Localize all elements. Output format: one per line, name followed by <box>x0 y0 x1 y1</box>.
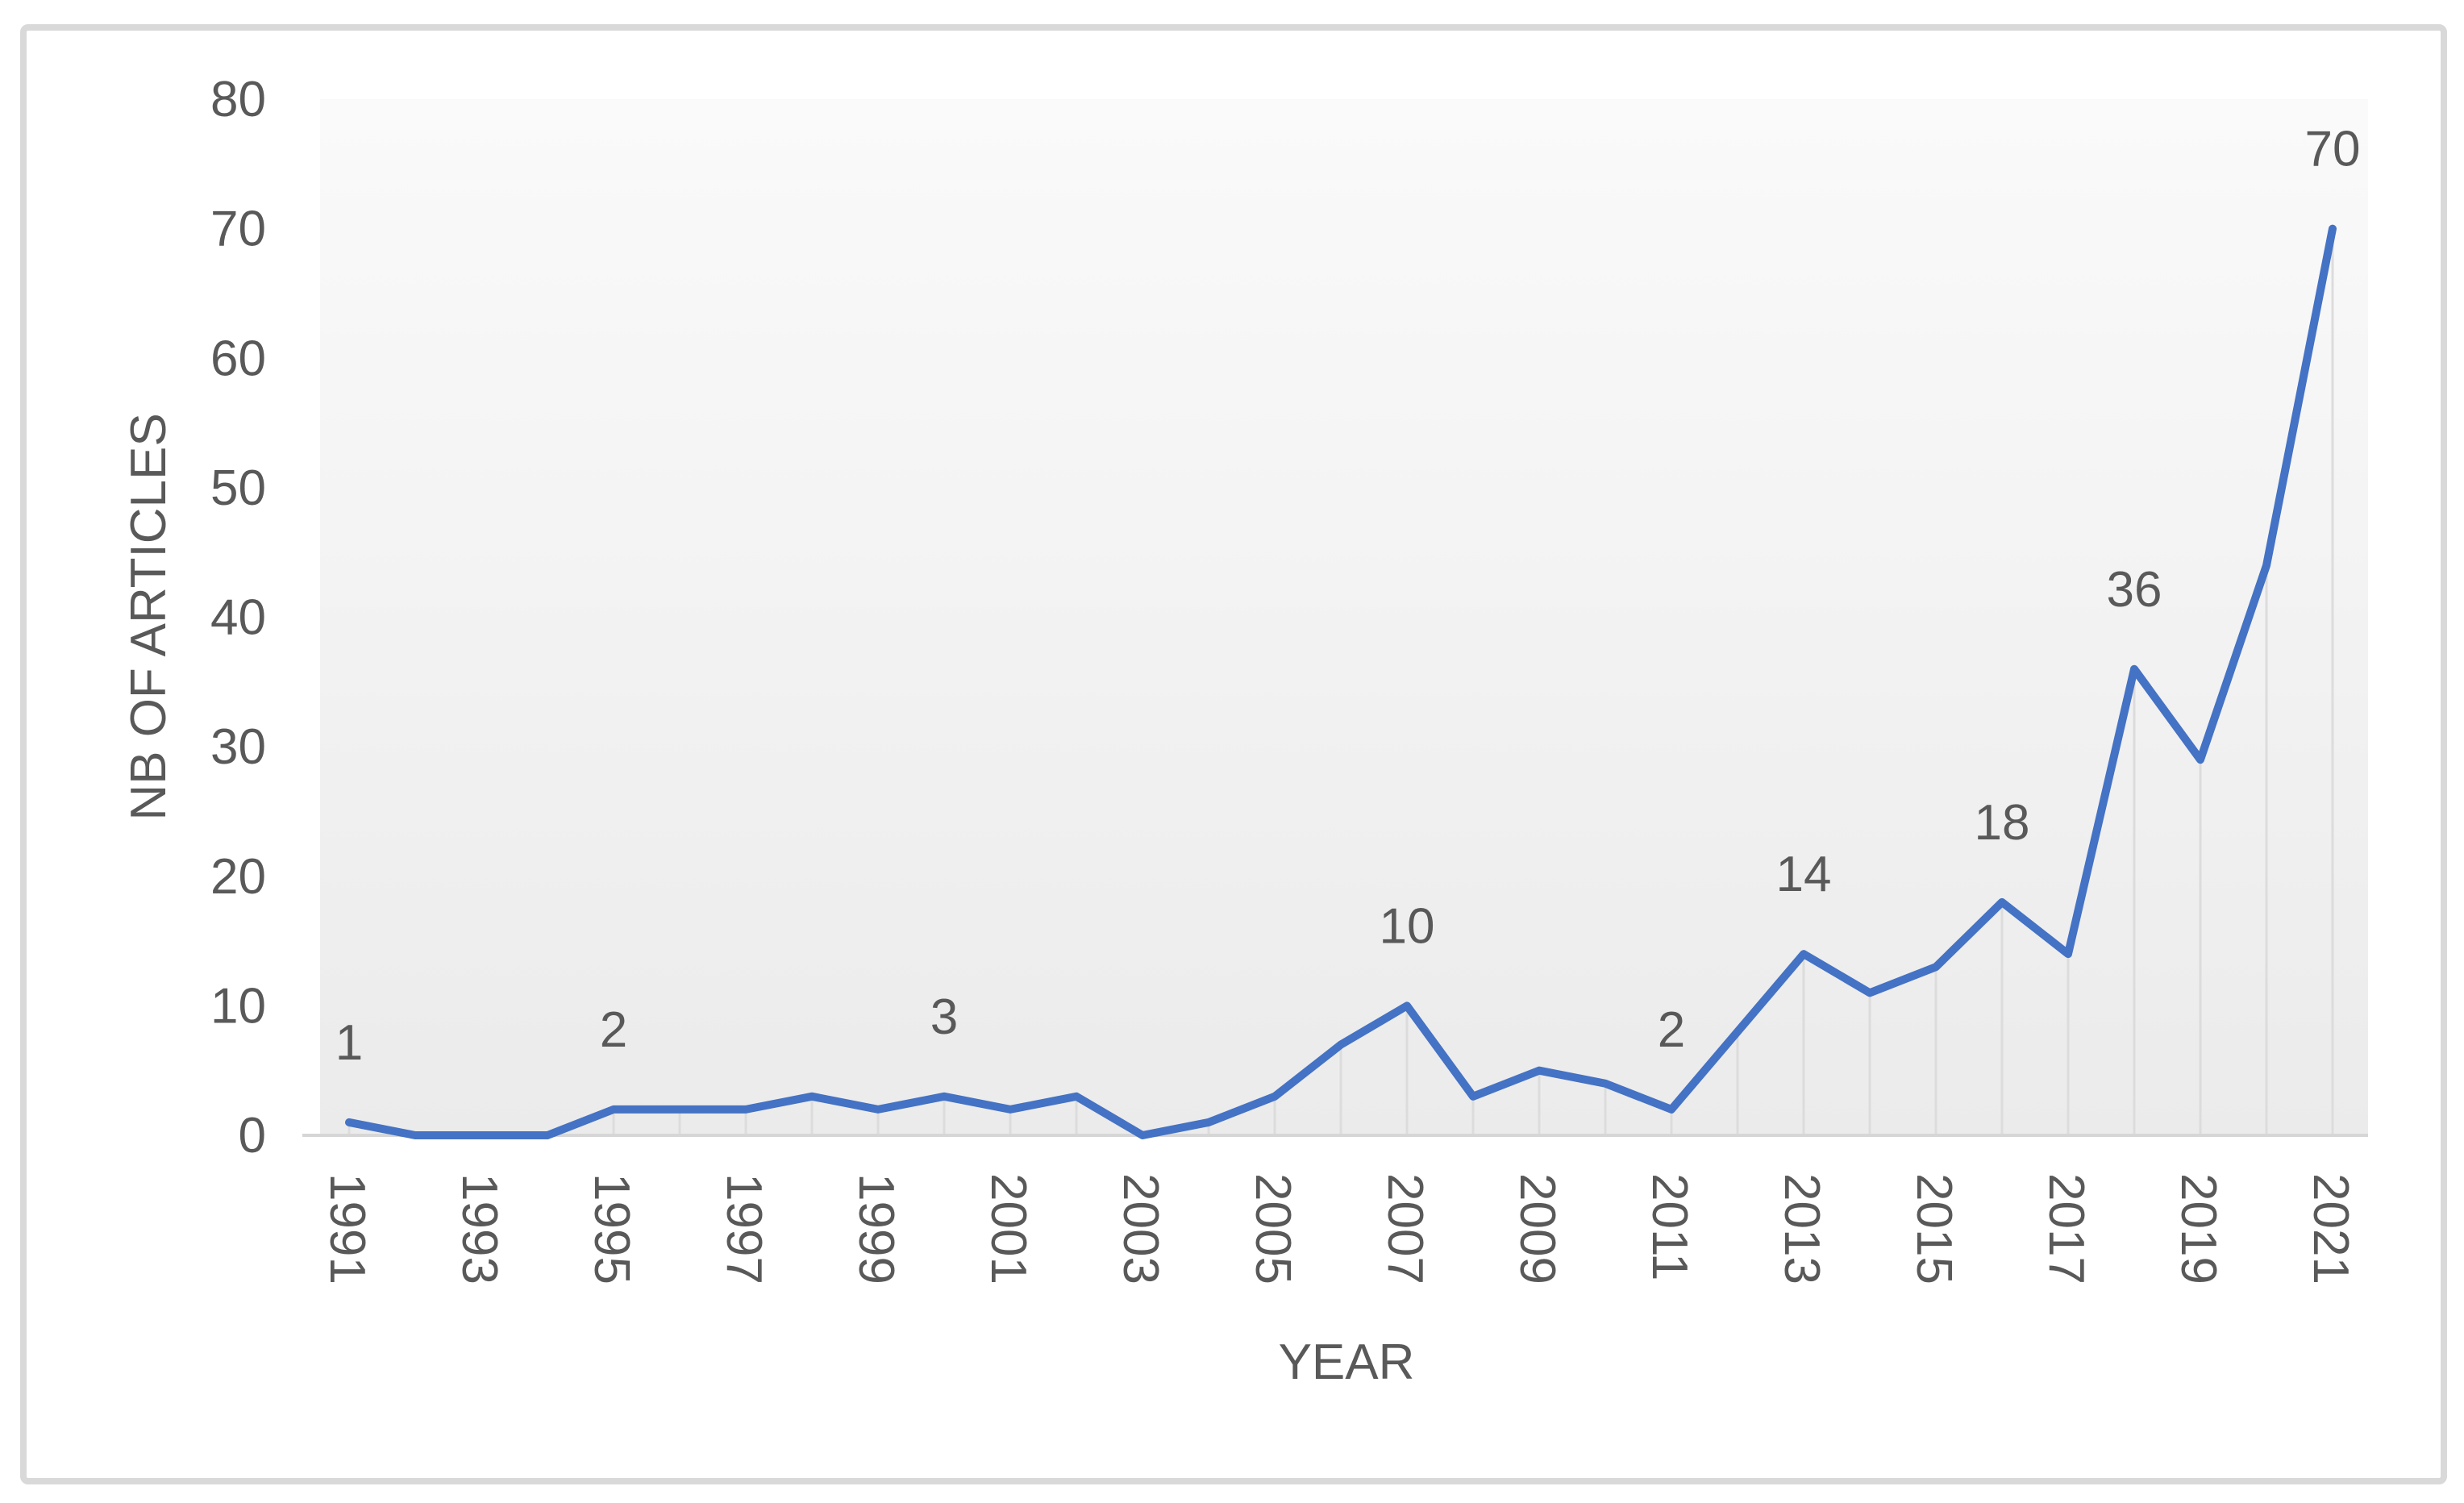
data-label: 10 <box>1380 898 1435 954</box>
data-label: 14 <box>1776 847 1832 902</box>
x-tick-label: 1997 <box>716 1173 772 1284</box>
x-tick-label: 2015 <box>1906 1173 1962 1284</box>
y-tick-label: 70 <box>210 202 266 257</box>
data-label: 2 <box>1658 1002 1685 1058</box>
articles-line-series <box>345 224 2337 1139</box>
x-tick-label: 2009 <box>1509 1173 1565 1284</box>
x-tick-label: 1999 <box>848 1173 904 1284</box>
y-tick-label: 40 <box>210 590 266 646</box>
x-tick-label: 2007 <box>1377 1173 1433 1284</box>
x-tick-label: 2003 <box>1113 1173 1168 1284</box>
y-tick-label: 80 <box>210 72 266 127</box>
x-tick-label: 2013 <box>1774 1173 1829 1284</box>
y-tick-label: 50 <box>210 460 266 516</box>
x-axis-title: YEAR <box>1279 1334 1415 1390</box>
x-tick-label: 2019 <box>2171 1173 2226 1284</box>
y-tick-label: 30 <box>210 719 266 775</box>
plot-background <box>320 99 2368 1135</box>
y-tick-label: 60 <box>210 331 266 386</box>
x-tick-label: 2011 <box>1642 1173 1697 1280</box>
x-tick-label: 2017 <box>2038 1173 2094 1284</box>
data-label: 70 <box>2305 122 2361 177</box>
x-tick-label: 2005 <box>1245 1173 1301 1284</box>
plot-area: 1 2 3 10 2 14 18 36 70 0 10 20 30 40 50 60 70 80 1991 1993 1… <box>210 72 2368 1284</box>
x-tick-label: 1991 <box>319 1173 375 1284</box>
y-axis-title: NB OF ARTICLES <box>121 413 177 820</box>
data-label: 36 <box>2107 562 2162 618</box>
y-tick-label: 0 <box>239 1108 266 1164</box>
y-tick-label: 10 <box>210 978 266 1034</box>
data-label: 18 <box>1975 795 2030 851</box>
x-tick-label: 1993 <box>452 1173 507 1284</box>
x-tick-label: 2021 <box>2303 1173 2358 1284</box>
data-label: 2 <box>600 1002 627 1058</box>
data-label: 3 <box>930 989 958 1045</box>
y-tick-label: 20 <box>210 849 266 905</box>
x-tick-label: 2001 <box>980 1173 1036 1284</box>
data-label: 1 <box>335 1015 363 1071</box>
x-tick-label: 1995 <box>584 1173 639 1284</box>
